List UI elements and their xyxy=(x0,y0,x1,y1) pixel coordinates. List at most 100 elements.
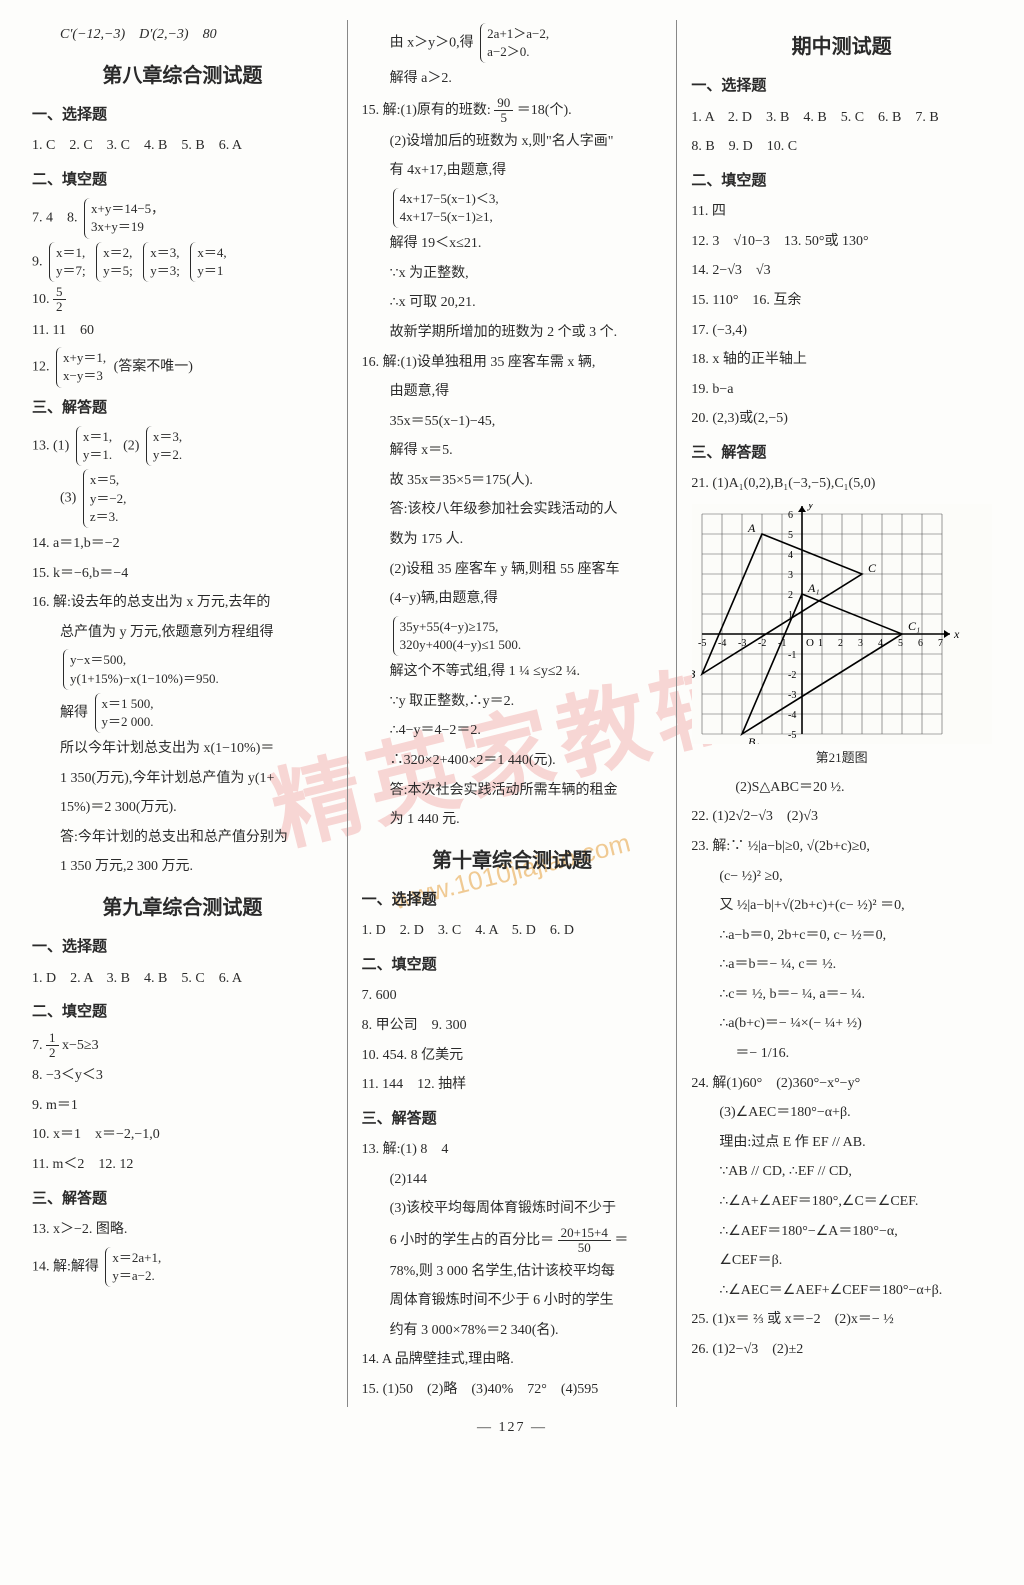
svg-text:3: 3 xyxy=(858,638,863,649)
mid-q24-4: ∵AB // CD, ∴EF // CD, xyxy=(691,1159,992,1186)
svg-text:-2: -2 xyxy=(788,670,796,681)
ch10-q13-1: 13. 解:(1) 8 4 xyxy=(362,1137,663,1164)
ch8-q16-sol-sys: x＝1 500, y＝2 000. xyxy=(95,693,158,733)
svg-text:2: 2 xyxy=(838,638,843,649)
ch8-q8-system: x+y＝14−5， 3x+y＝19 xyxy=(84,198,168,238)
c2-l1-sys: 2a+1＞a−2, a−2＞0. xyxy=(480,23,553,63)
ch8-q12-label: 12. xyxy=(32,360,50,375)
mid-q24-8: ∴∠AEC＝∠AEF+∠CEF＝180°−α+β. xyxy=(691,1278,992,1305)
ch8-q16-solve: 解得 x＝1 500, y＝2 000. xyxy=(32,693,333,733)
c2-q16-2a: (2)设租 35 座客车 y 辆,则租 55 座客车 xyxy=(362,557,663,584)
column-2: 由 x＞y＞0,得 2a+1＞a−2, a−2＞0. 解得 a＞2. 15. 解… xyxy=(348,20,678,1407)
c2-q16-2h: 为 1 440 元. xyxy=(362,807,663,834)
ch8-q13-1-sys: x＝1,y＝1. xyxy=(76,426,116,466)
c2-q16-2e: ∴4−y＝4−2＝2. xyxy=(362,718,663,745)
mid-q23-l6: ∴c＝ ½, b＝− ¼, a＝− ¼. xyxy=(691,982,992,1009)
ch8-q16-l4: 1 350(万元),今年计划总产值为 y(1+ xyxy=(32,766,333,793)
svg-text:-1: -1 xyxy=(788,650,796,661)
ch8-q8-eq1: x+y＝14−5， xyxy=(91,200,164,218)
svg-text:A₁: A₁ xyxy=(807,581,820,595)
mid-s1-heading: 一、选择题 xyxy=(691,72,992,101)
c2-q16-2g: 答:本次社会实践活动所需车辆的租金 xyxy=(362,778,663,805)
c2-q16-l4: 解得 x＝5. xyxy=(362,438,663,465)
mid-q23-l5: ∴a＝b＝− ¼, c＝ ½. xyxy=(691,952,992,979)
c2-q15: 15. 解:(1)原有的班数: 905 ＝18(个). xyxy=(362,96,663,126)
ch8-q14: 14. a＝1,b＝−2 xyxy=(32,531,333,558)
c2-l1-text: 由 x＞y＞0,得 xyxy=(390,35,474,50)
ch8-s1-heading: 一、选择题 xyxy=(32,101,333,130)
mid-q23-l7: ∴a(b+c)＝− ¼×(− ¼+ ½) xyxy=(691,1011,992,1038)
ch8-q16-l2: 总产值为 y 万元,依题意列方程组得 xyxy=(32,620,333,647)
c2-q16-l2: 由题意,得 xyxy=(362,379,663,406)
svg-text:-2: -2 xyxy=(758,638,766,649)
mid-q12: 12. 3 √10−3 13. 50°或 130° xyxy=(691,229,992,256)
ch10-q7: 7. 600 xyxy=(362,983,663,1010)
ch10-q13-3e: 约有 3 000×78%＝2 340(名). xyxy=(362,1318,663,1345)
mid-q19: 19. b−a xyxy=(691,377,992,404)
mid-q23-lead: 23. 解:∵ ½|a−b|≥0, √(2b+c)≥0, xyxy=(691,834,992,861)
ch9-q11-12: 11. m＜2 12. 12 xyxy=(32,1152,333,1179)
c2-q15-sys: 4x+17−5(x−1)＜3, 4x+17−5(x−1)≥1, xyxy=(362,188,663,228)
svg-text:B₁: B₁ xyxy=(748,735,760,744)
ch10-s1-answers: 1. D 2. D 3. C 4. A 5. D 6. D xyxy=(362,918,663,945)
ch8-q13: 13. (1) x＝1,y＝1. (2) x＝3,y＝2. xyxy=(32,426,333,466)
c2-q15-l4: ∴x 可取 20,21. xyxy=(362,290,663,317)
mid-q20: 20. (2,3)或(2,−5) xyxy=(691,406,992,433)
svg-text:x: x xyxy=(953,627,960,641)
mid-q23-l3: 又 ½|a−b|+√(2b+c)+(c− ½)² ＝0, xyxy=(691,893,992,920)
ch10-q14: 14. A 品牌壁挂式,理由略. xyxy=(362,1347,663,1374)
ch8-q9a: x＝1,y＝7; xyxy=(49,242,90,282)
ch8-q9c: x＝3,y＝3; xyxy=(143,242,184,282)
ch9-q10: 10. x＝1 x＝−2,−1,0 xyxy=(32,1122,333,1149)
ch8-q7-8-label: 7. 4 8. xyxy=(32,211,78,226)
mid-q24-2: (3)∠AEC＝180°−α+β. xyxy=(691,1100,992,1127)
c2-q15-l3: ∵x 为正整数, xyxy=(362,261,663,288)
c2-q16-l6: 答:该校八年级参加社会实践活动的人 xyxy=(362,497,663,524)
ch8-q13-1-label: 13. (1) xyxy=(32,438,69,453)
ch8-q13-2-label: (2) xyxy=(123,438,139,453)
ch8-q16-sys: y−x＝500, y(1+15%)−x(1−10%)＝950. xyxy=(32,649,333,689)
ch9-q14-sys: x＝2a+1, y＝a−2. xyxy=(105,1247,165,1287)
ch8-q9b: x＝2,y＝5; xyxy=(96,242,137,282)
ch9-s3-heading: 三、解答题 xyxy=(32,1185,333,1214)
ch9-q8: 8. −3＜y＜3 xyxy=(32,1063,333,1090)
ch10-q11-12: 11. 144 12. 抽样 xyxy=(362,1072,663,1099)
svg-text:B: B xyxy=(692,667,696,681)
ch8-q10-label: 10. xyxy=(32,292,50,307)
ch8-q10: 10. 52 xyxy=(32,285,333,315)
ch8-q13-2-sys: x＝3,y＝2. xyxy=(146,426,186,466)
ch8-q9: 9. x＝1,y＝7; x＝2,y＝5; x＝3,y＝3; x＝4,y＝1 xyxy=(32,242,333,282)
ch8-q13-3-sys: x＝5, y＝−2, z＝3. xyxy=(83,469,131,528)
ch10-q8-9: 8. 甲公司 9. 300 xyxy=(362,1013,663,1040)
svg-text:-5: -5 xyxy=(698,638,706,649)
svg-text:6: 6 xyxy=(918,638,923,649)
ch9-s1-heading: 一、选择题 xyxy=(32,933,333,962)
ch8-q8-eq2: 3x+y＝19 xyxy=(91,218,164,236)
ch8-q12-system: x+y＝1, x−y＝3 xyxy=(56,347,110,387)
mid-q24-3: 理由:过点 E 作 EF // AB. xyxy=(691,1130,992,1157)
ch10-q13-3b-tail: ＝ xyxy=(614,1233,628,1248)
ch8-q12: 12. x+y＝1, x−y＝3 (答案不唯一) xyxy=(32,347,333,387)
mid-q11: 11. 四 xyxy=(691,199,992,226)
mid-q25: 25. (1)x＝ ⅔ 或 x＝−2 (2)x＝− ½ xyxy=(691,1307,992,1334)
svg-text:1: 1 xyxy=(818,638,823,649)
c2-q15-label: 15. 解:(1)原有的班数: xyxy=(362,103,491,118)
ch8-q16-l3: 所以今年计划总支出为 x(1−10%)＝ xyxy=(32,736,333,763)
mid-q24-1: 24. 解(1)60° (2)360°−x°−y° xyxy=(691,1071,992,1098)
ch8-q15: 15. k＝−6,b＝−4 xyxy=(32,561,333,588)
svg-text:2: 2 xyxy=(788,590,793,601)
c2-l1: 由 x＞y＞0,得 2a+1＞a−2, a−2＞0. xyxy=(362,23,663,63)
mid-q24-5: ∴∠A+∠AEF＝180°,∠C＝∠CEF. xyxy=(691,1189,992,1216)
svg-text:A: A xyxy=(747,521,756,535)
ch8-q9d: x＝4,y＝1 xyxy=(190,242,230,282)
mid-s2-heading: 二、填空题 xyxy=(691,167,992,196)
c2-q15-system: 4x+17−5(x−1)＜3, 4x+17−5(x−1)≥1, xyxy=(393,188,503,228)
ch10-q13-3c: 78%,则 3 000 名学生,估计该校平均每 xyxy=(362,1259,663,1286)
mid-q23-l4: ∴a−b＝0, 2b+c＝0, c− ½＝0, xyxy=(691,923,992,950)
svg-text:-5: -5 xyxy=(788,730,796,741)
mid-s1-l2: 8. B 9. D 10. C xyxy=(691,134,992,161)
ch9-s1-answers: 1. D 2. A 3. B 4. B 5. C 6. A xyxy=(32,966,333,993)
svg-text:4: 4 xyxy=(788,550,793,561)
ch9-q9: 9. m＝1 xyxy=(32,1093,333,1120)
q21-graph-wrap: -5-4-3-2-1O1234567654321-1-2-3-4-5xyABCA… xyxy=(691,504,992,771)
